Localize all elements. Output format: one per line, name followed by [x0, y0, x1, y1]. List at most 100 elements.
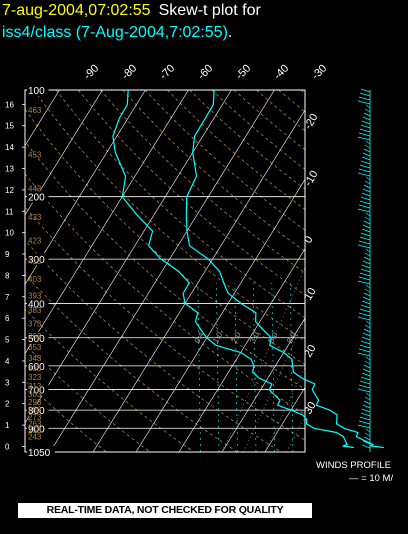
wind-barb: [357, 100, 371, 105]
wind-barb: [357, 244, 371, 249]
theta-label: 323: [28, 373, 42, 382]
height-label: 10: [5, 229, 14, 238]
dry-adiabat-line: [25, 108, 305, 366]
mixing-ratio-label: 24: [357, 219, 369, 232]
top-temp-label: -70: [158, 62, 178, 82]
wind-barb: [358, 384, 371, 389]
pressure-label: 400: [28, 299, 45, 310]
theta-label: 383: [28, 306, 42, 315]
wind-barb: [358, 312, 371, 317]
dry-adiabat-line: [345, 90, 408, 452]
wind-barb: [361, 336, 371, 341]
pressure-label-bg: [27, 331, 49, 344]
quality-warning: REAL-TIME DATA, NOT CHECKED FOR QUALITY: [18, 503, 312, 518]
dry-adiabat-line: [25, 140, 305, 390]
theta-label: 443: [28, 185, 42, 194]
height-label: 3: [5, 378, 10, 387]
wind-barb: [364, 180, 371, 185]
pressure-label: 300: [28, 255, 45, 266]
isotherm-line: [351, 90, 408, 452]
height-label: 4: [5, 357, 10, 366]
dry-adiabat-line: [122, 90, 305, 252]
wind-barb: [362, 296, 371, 301]
right-temp-label: 0: [302, 234, 315, 245]
wind-barb: [364, 324, 371, 329]
wind-barb: [362, 116, 371, 121]
dry-adiabat-line: [33, 90, 305, 342]
theta-label: 453: [28, 150, 42, 159]
mixing-ratio-line: [401, 283, 404, 452]
isotherm-line: [25, 90, 189, 355]
isotherm-line: [178, 248, 305, 452]
mixing-ratio-line: [253, 282, 257, 452]
wind-barb: [364, 108, 371, 113]
wind-barb: [365, 140, 371, 145]
pressure-label: 600: [28, 362, 45, 373]
wind-barb: [361, 264, 371, 269]
moist-adiabat-line: [373, 197, 408, 452]
top-temp-label: -80: [120, 62, 140, 82]
wind-barb: [365, 320, 371, 325]
wind-barb: [359, 416, 371, 421]
wind-barb: [358, 348, 371, 353]
wind-barb: [363, 256, 371, 261]
dry-adiabat-line: [256, 90, 305, 132]
wind-barb: [362, 152, 371, 157]
wind-barb: [363, 364, 371, 369]
height-label: 2: [5, 400, 10, 409]
temperature-profile: [185, 89, 384, 449]
theta-label: 343: [28, 354, 42, 363]
right-temp-label: 20: [302, 343, 319, 360]
wind-barb: [359, 272, 371, 277]
wind-barb: [359, 164, 371, 169]
dry-adiabat-line: [55, 90, 305, 319]
moist-adiabat-line: [308, 197, 408, 452]
wind-barb: [359, 128, 371, 133]
wind-barb: [364, 432, 371, 437]
wind-barb: [357, 388, 371, 393]
wind-barb: [358, 276, 371, 281]
isotherm-line: [394, 90, 408, 452]
plot-frame: [24, 89, 306, 453]
wind-barb: [363, 184, 371, 189]
moist-adiabat-line: [243, 318, 305, 452]
top-temp-label: -90: [82, 62, 102, 82]
wind-barb: [358, 204, 371, 209]
theta-label: 293: [28, 398, 42, 407]
wind-barb: [365, 212, 371, 217]
mixing-ratio-label: 32: [394, 219, 406, 232]
wind-barb: [359, 200, 371, 205]
pressure-label-bg: [27, 253, 49, 266]
wind-barb: [359, 236, 371, 241]
pressure-label-bg: [27, 446, 55, 458]
wind-barb: [357, 172, 371, 177]
wind-barb: [365, 392, 371, 397]
plot-title: 7-aug-2004,07:02:55 Skew-t plot for: [2, 2, 261, 20]
wind-barb: [358, 132, 371, 137]
wind-barb: [361, 408, 371, 413]
theta-label: 313: [28, 382, 42, 391]
isotherm-line: [49, 90, 275, 452]
isotherm-line: [135, 178, 305, 452]
wind-barb: [365, 176, 371, 181]
pressure-label: 200: [28, 193, 45, 204]
wind-barb: [364, 288, 371, 293]
wind-barb: [361, 120, 371, 125]
mixing-ratio-label: 28: [376, 219, 388, 232]
wind-barb: [360, 160, 371, 165]
wind-barb: [365, 284, 371, 289]
wind-barb: [359, 92, 371, 97]
height-label: 7: [5, 293, 10, 302]
wind-barb: [365, 248, 371, 253]
top-temp-label: -40: [272, 62, 292, 82]
wind-barb: [362, 260, 371, 265]
wind-scale-label: — = 10 M/: [349, 473, 394, 484]
height-label: 12: [5, 186, 14, 195]
theta-label: 413: [28, 257, 42, 266]
wind-barb: [357, 352, 371, 357]
pressure-label-bg: [27, 404, 49, 417]
mixing-ratio-line: [383, 283, 386, 452]
wind-barb: [363, 220, 371, 225]
wind-barb: [357, 208, 371, 213]
height-label: 5: [5, 336, 10, 345]
